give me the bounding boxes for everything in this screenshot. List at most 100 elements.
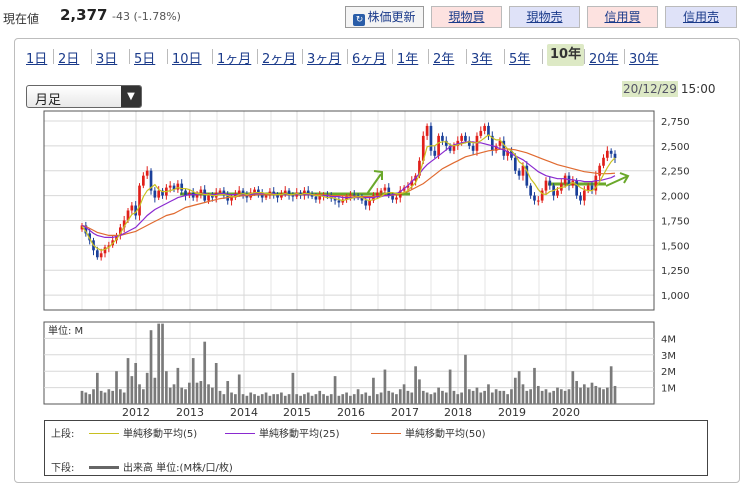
volume-bar: [402, 384, 406, 404]
refresh-price-button[interactable]: ↻ 株価更新: [345, 6, 424, 28]
volume-bar: [598, 387, 602, 404]
volume-bar: [510, 389, 513, 404]
period-tab-3[interactable]: 5日: [134, 52, 156, 67]
volume-bar: [448, 369, 452, 404]
volume-bar: [437, 387, 440, 404]
volume-bar: [464, 354, 467, 404]
margin-sell-button[interactable]: 信用売: [665, 6, 737, 28]
candle-body: [337, 200, 341, 203]
period-tab-5[interactable]: 1ヶ月: [217, 52, 252, 67]
volume-tick-label: 1M: [661, 384, 676, 395]
price-label: 現在値: [3, 12, 40, 26]
volume-bar: [226, 381, 230, 404]
candle-body: [195, 193, 199, 198]
chart-panel: [14, 38, 740, 483]
volume-bar: [249, 392, 253, 404]
candle-body: [230, 197, 233, 201]
price-tick-label: 2,000: [661, 192, 690, 203]
period-tab-7[interactable]: 3ヶ月: [307, 52, 342, 67]
tab-separator: [129, 49, 130, 64]
candle-body: [318, 195, 322, 200]
volume-bar: [483, 390, 486, 404]
volume-bar: [329, 394, 333, 404]
candle-body: [563, 175, 567, 184]
candle-body: [410, 180, 414, 186]
x-tick-label: 2013: [176, 406, 204, 419]
legend-upper-label: 上段:: [51, 429, 75, 440]
volume-bar: [333, 376, 337, 404]
timestamp: 20/12/29 15:00: [622, 81, 716, 97]
spot-buy-button[interactable]: 現物買: [431, 6, 502, 28]
volume-bar: [540, 390, 544, 404]
period-tab-8[interactable]: 6ヶ月: [352, 52, 387, 67]
volume-bar: [287, 394, 291, 404]
period-tab-10[interactable]: 2年: [433, 52, 455, 67]
timestamp-time: 15:00: [680, 82, 716, 96]
volume-bar: [253, 394, 256, 404]
period-tab-13[interactable]: 10年: [547, 44, 585, 66]
volume-bar: [425, 392, 429, 404]
volume-bar: [157, 323, 161, 404]
volume-bar: [119, 389, 122, 404]
candle-body: [122, 220, 126, 228]
candle-body: [352, 194, 356, 196]
price-tick-label: 1,000: [661, 291, 690, 302]
margin-buy-button[interactable]: 信用買: [587, 6, 658, 28]
period-tab-11[interactable]: 3年: [471, 52, 493, 67]
candle-body: [525, 165, 529, 186]
volume-bar: [406, 390, 410, 404]
candle-body: [582, 190, 586, 201]
volume-bar: [268, 395, 272, 404]
candle-body: [540, 190, 544, 201]
volume-bar: [525, 390, 529, 404]
period-tab-15[interactable]: 30年: [629, 52, 659, 67]
chevron-down-icon[interactable]: ▼: [121, 86, 141, 107]
candle-body: [590, 185, 594, 191]
volume-bar: [375, 394, 379, 404]
volume-bar: [245, 395, 249, 404]
candle-body: [479, 130, 483, 136]
volume-bar: [111, 390, 115, 404]
candle-body: [314, 196, 318, 200]
volume-bar: [145, 372, 149, 404]
candle-body: [306, 190, 310, 194]
candle-body: [149, 170, 153, 191]
candle-body: [119, 227, 122, 236]
interval-value: 月足: [35, 93, 62, 108]
candle-body: [490, 135, 494, 151]
volume-bar: [356, 389, 360, 404]
volume-bar: [563, 390, 567, 404]
chart-interval-select[interactable]: 月足 ▼: [26, 85, 142, 108]
period-tab-6[interactable]: 2ヶ月: [262, 52, 297, 67]
price-tick-label: 2,250: [661, 167, 690, 178]
candle-body: [609, 150, 613, 154]
tab-separator: [212, 49, 213, 64]
period-tab-12[interactable]: 5年: [509, 52, 531, 67]
x-tick-label: 2012: [122, 406, 150, 419]
candle-body: [134, 205, 138, 216]
candle-body: [605, 150, 609, 158]
candle-body: [280, 193, 283, 198]
candle-body: [460, 135, 463, 141]
spot-sell-button[interactable]: 現物売: [509, 6, 580, 28]
period-tab-4[interactable]: 10日: [172, 52, 202, 67]
volume-bar: [494, 389, 498, 404]
period-tab-0[interactable]: 1日: [26, 52, 48, 67]
period-tab-1[interactable]: 2日: [58, 52, 80, 67]
candle-body: [218, 190, 222, 193]
period-tab-14[interactable]: 20年: [589, 52, 619, 67]
candle-body: [602, 157, 605, 166]
volume-bar: [368, 395, 371, 404]
volume-bar: [283, 395, 287, 404]
candle-body: [257, 189, 260, 194]
x-tick-label: 2016: [337, 406, 365, 419]
period-tab-9[interactable]: 1年: [397, 52, 419, 67]
x-tick-label: 2020: [552, 406, 580, 419]
volume-bar: [567, 389, 571, 404]
volume-bar: [452, 390, 456, 404]
volume-bar: [214, 363, 218, 404]
x-tick-label: 2015: [283, 406, 311, 419]
period-tab-2[interactable]: 3日: [96, 52, 118, 67]
candle-body: [418, 160, 421, 176]
candle-body: [180, 183, 184, 191]
